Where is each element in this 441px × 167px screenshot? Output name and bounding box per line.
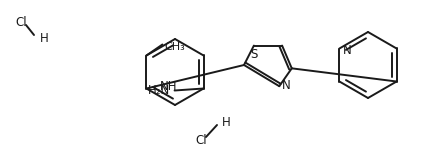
Text: N: N (282, 79, 291, 92)
Text: H₂N: H₂N (148, 84, 171, 97)
Text: N: N (342, 44, 351, 57)
Text: CH₃: CH₃ (164, 42, 185, 51)
Text: S: S (250, 48, 258, 61)
Text: H: H (40, 32, 49, 44)
Text: Cl: Cl (15, 16, 26, 29)
Text: NH: NH (160, 80, 177, 94)
Text: Cl: Cl (195, 133, 207, 146)
Text: H: H (222, 116, 231, 128)
